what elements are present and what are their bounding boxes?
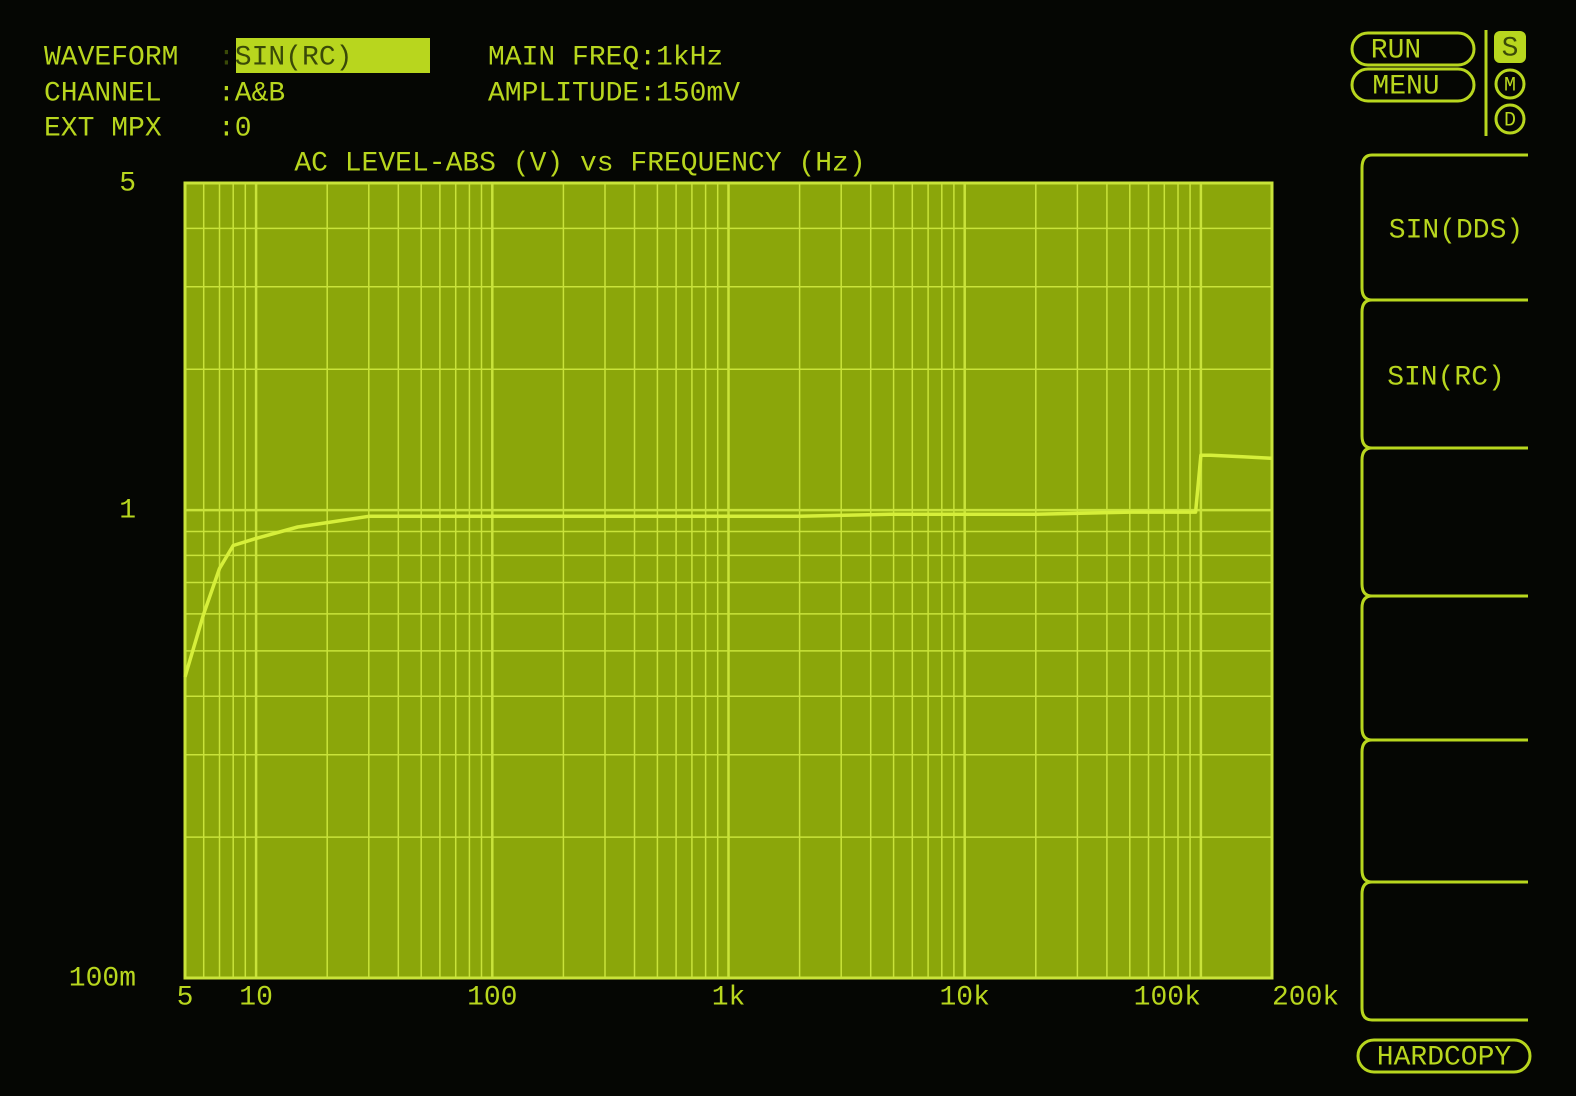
mode-d[interactable]: D bbox=[1504, 109, 1516, 132]
ext-mpx-value: :0 bbox=[218, 113, 252, 144]
plot-border bbox=[183, 181, 1274, 980]
menu-label[interactable]: MENU bbox=[1372, 71, 1439, 102]
plot-layer: 5 10 100 1k 10k 100k 200k 100m 1 5 bbox=[69, 168, 1339, 1013]
menu-button[interactable] bbox=[1350, 67, 1476, 103]
softkey-frames bbox=[1360, 153, 1528, 1022]
mode-m-indicator bbox=[1494, 68, 1526, 100]
y-tick-label: 100m bbox=[69, 963, 136, 994]
waveform-value: :SIN(RC) bbox=[218, 42, 352, 73]
chart-title: AC LEVEL-ABS (V) vs FREQUENCY (Hz) bbox=[294, 148, 865, 179]
selection-highlight bbox=[236, 38, 430, 73]
x-tick-label: 100k bbox=[1134, 982, 1201, 1013]
ext-mpx-label: EXT MPX bbox=[44, 113, 162, 144]
x-tick-label: 200k bbox=[1272, 982, 1339, 1013]
main-freq: MAIN FREQ:1kHz bbox=[488, 42, 723, 73]
softkey-sin-dds[interactable]: SIN(DDS) bbox=[1389, 215, 1523, 246]
channel-label: CHANNEL bbox=[44, 78, 162, 109]
run-button[interactable] bbox=[1350, 31, 1476, 67]
mode-s-indicator bbox=[1494, 31, 1526, 63]
x-tick-label: 10 bbox=[239, 982, 273, 1013]
hardcopy-button[interactable] bbox=[1356, 1038, 1532, 1074]
x-tick-label: 5 bbox=[177, 982, 194, 1013]
channel-value: :A&B bbox=[218, 78, 285, 109]
y-tick-label: 5 bbox=[119, 168, 136, 199]
y-tick-label: 1 bbox=[119, 495, 136, 526]
hardcopy-label[interactable]: HARDCOPY bbox=[1377, 1042, 1512, 1073]
x-tick-label: 100 bbox=[467, 982, 517, 1013]
mode-m[interactable]: M bbox=[1504, 74, 1516, 97]
x-tick-label: 10k bbox=[939, 982, 989, 1013]
waveform-label: WAVEFORM bbox=[44, 42, 178, 73]
mode-s[interactable]: S bbox=[1502, 33, 1519, 64]
level-trace bbox=[183, 453, 1273, 678]
amplitude: AMPLITUDE:150mV bbox=[488, 78, 740, 109]
softkey-sin-rc[interactable]: SIN(RC) bbox=[1387, 362, 1505, 393]
run-label[interactable]: RUN bbox=[1371, 35, 1421, 66]
mode-d-indicator bbox=[1494, 103, 1526, 135]
x-tick-label: 1k bbox=[712, 982, 746, 1013]
